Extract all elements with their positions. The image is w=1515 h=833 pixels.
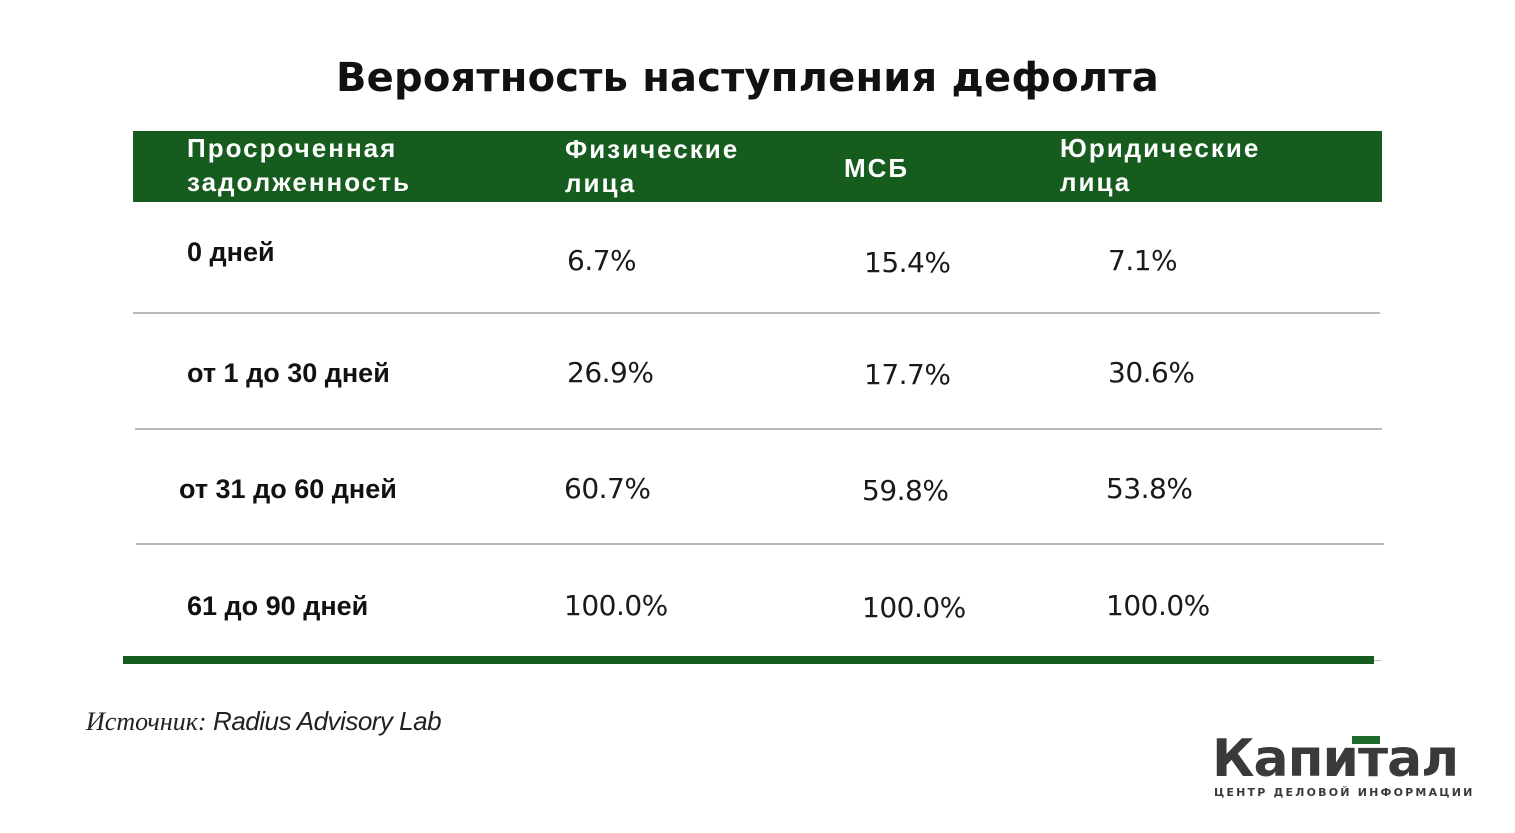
row-label-0-days: 0 дней <box>187 237 275 267</box>
row-divider <box>133 312 1380 314</box>
logo-accent-mark <box>1352 736 1380 744</box>
header-individuals-line1: Физические <box>565 134 740 164</box>
cell-61-90-legal: 100.0% <box>1106 589 1210 622</box>
table-header: Просроченная задолженность Физические ли… <box>133 131 1382 202</box>
header-overdue-debt-line1: Просроченная <box>187 133 398 163</box>
table-bottom-rule-tail <box>1374 660 1381 661</box>
kapital-logo: Капитал ЦЕНТР ДЕЛОВОЙ ИНФОРМАЦИИ <box>1210 730 1472 802</box>
header-overdue-debt-line2: задолженность <box>187 167 411 197</box>
table-bottom-rule <box>123 656 1374 664</box>
header-individuals: Физические лица <box>565 132 739 200</box>
source-label: Источник: <box>86 707 207 736</box>
header-legal-entities-line2: лица <box>1060 167 1132 197</box>
cell-31-60-individuals: 60.7% <box>564 472 651 505</box>
cell-0-days-individuals: 6.7% <box>567 244 637 277</box>
cell-1-30-legal: 30.6% <box>1108 356 1195 389</box>
row-label-61-90-days: 61 до 90 дней <box>187 591 369 621</box>
header-sme: МСБ <box>844 151 909 185</box>
header-overdue-debt: Просроченная задолженность <box>187 131 411 199</box>
header-individuals-line2: лица <box>565 168 637 198</box>
cell-1-30-sme: 17.7% <box>864 358 951 391</box>
row-divider <box>136 543 1384 545</box>
cell-31-60-sme: 59.8% <box>862 474 949 507</box>
header-legal-entities-line1: Юридические <box>1060 133 1261 163</box>
header-sme-line1: МСБ <box>844 153 910 183</box>
logo-wordmark: Капитал <box>1212 729 1459 789</box>
source-value: Radius Advisory Lab <box>213 706 442 736</box>
cell-31-60-legal: 53.8% <box>1106 472 1193 505</box>
page-title: Вероятность наступления дефолта <box>335 55 1160 101</box>
cell-61-90-individuals: 100.0% <box>564 589 668 622</box>
source-note: Источник: Radius Advisory Lab <box>86 706 442 737</box>
cell-0-days-legal: 7.1% <box>1108 244 1178 277</box>
cell-1-30-individuals: 26.9% <box>567 356 654 389</box>
logo-tagline: ЦЕНТР ДЕЛОВОЙ ИНФОРМАЦИИ <box>1214 786 1475 799</box>
header-legal-entities: Юридические лица <box>1060 131 1260 199</box>
cell-0-days-sme: 15.4% <box>864 246 951 279</box>
row-label-31-60-days: от 31 до 60 дней <box>179 474 397 504</box>
row-divider <box>135 428 1382 430</box>
cell-61-90-sme: 100.0% <box>862 591 966 624</box>
row-label-1-30-days: от 1 до 30 дней <box>187 358 390 388</box>
